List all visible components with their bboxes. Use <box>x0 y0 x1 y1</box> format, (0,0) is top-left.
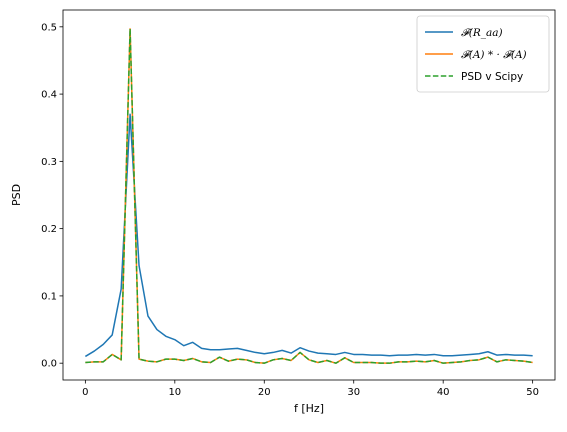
legend-label-1: 𝓕(R_aa) <box>461 27 503 39</box>
y-tick-label: 0.4 <box>41 90 57 101</box>
series-line-1 <box>84 113 533 358</box>
x-tick-label: 20 <box>258 387 271 398</box>
x-tick-label: 40 <box>437 387 450 398</box>
series-layer <box>84 28 533 364</box>
x-axis-ticks: 0 10 20 30 40 50 <box>82 380 539 398</box>
x-axis-label: f [Hz] <box>294 402 324 415</box>
x-tick-label: 0 <box>82 387 88 398</box>
legend-label-2: 𝓕(A) * · 𝓕(A) <box>461 49 527 61</box>
y-tick-label: 0.3 <box>41 157 57 168</box>
x-tick-label: 50 <box>526 387 539 398</box>
y-tick-label: 0.5 <box>41 22 57 33</box>
x-tick-label: 30 <box>347 387 360 398</box>
y-axis-label: PSD <box>10 184 23 206</box>
legend-box <box>416 15 550 93</box>
y-tick-label: 0.1 <box>41 291 57 302</box>
x-tick-label: 10 <box>168 387 181 398</box>
y-tick-label: 0.0 <box>41 359 57 370</box>
legend-label-3: PSD v Scipy <box>461 71 523 83</box>
series-line-3 <box>85 28 533 364</box>
y-tick-label: 0.2 <box>41 224 57 235</box>
legend: 𝓕(R_aa) 𝓕(A) * · 𝓕(A) PSD v Scipy <box>416 15 550 93</box>
y-axis-ticks: 0.0 0.1 0.2 0.3 0.4 0.5 <box>41 22 63 370</box>
axes-frame <box>62 9 556 381</box>
